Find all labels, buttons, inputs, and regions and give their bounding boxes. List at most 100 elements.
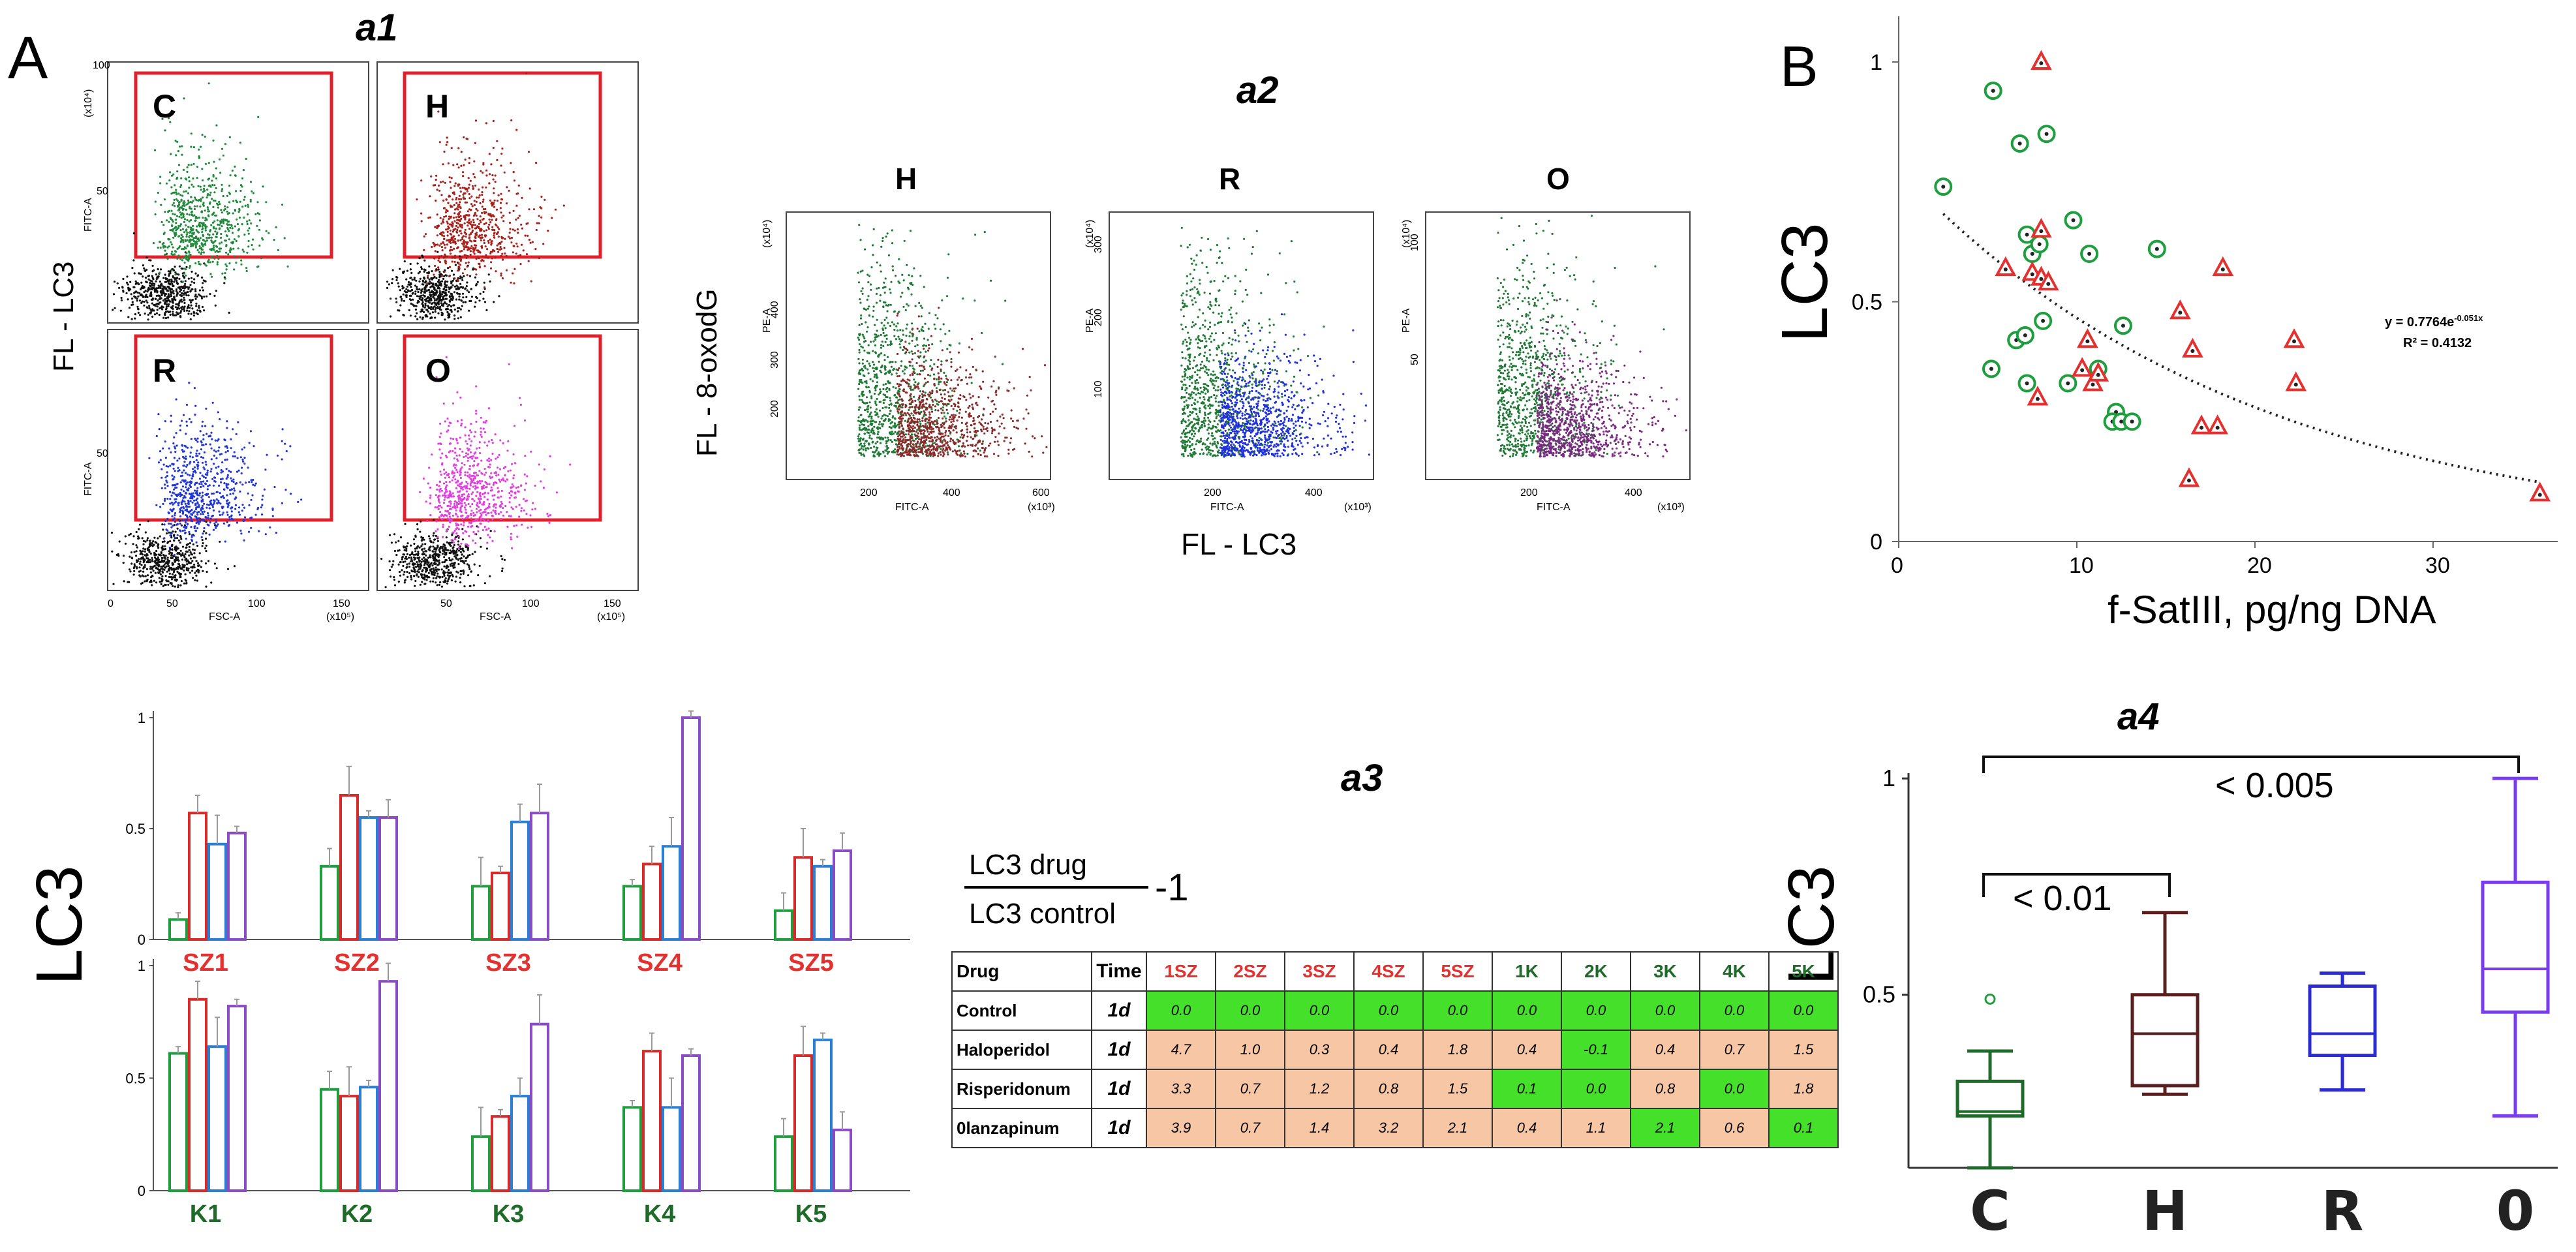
a1-x-mult-right: (x10⁵) <box>597 611 625 622</box>
a1-dot <box>500 511 502 513</box>
a1-dot <box>188 241 191 243</box>
a1-dot <box>172 221 174 223</box>
a1-dot <box>228 201 231 204</box>
a1-dot <box>207 208 209 211</box>
a1-dot <box>127 581 129 583</box>
a1-dot <box>491 540 494 542</box>
a1-dot <box>163 537 166 540</box>
a1-dot <box>204 229 207 232</box>
a1-dot <box>194 294 197 296</box>
a1-dot <box>151 309 153 312</box>
a1-dot <box>418 566 420 568</box>
a1-dot <box>226 487 229 489</box>
a1-dot <box>401 558 403 561</box>
a1-dot <box>429 549 431 552</box>
a1-dot <box>183 290 185 292</box>
a1-dot <box>193 489 196 492</box>
a1-dot <box>132 535 135 538</box>
a1-dot <box>435 303 438 307</box>
a1-dot <box>417 272 420 275</box>
a1-dot <box>204 209 206 212</box>
a1-dot <box>190 446 192 449</box>
a1-dot <box>480 435 483 438</box>
a1-dot <box>139 294 142 296</box>
a1-dot <box>436 234 439 237</box>
a1-dot <box>262 495 264 497</box>
a1-dot <box>461 256 464 259</box>
a1-dot <box>165 278 168 281</box>
a1-dot <box>141 557 144 560</box>
a1-dot <box>161 575 164 578</box>
a1-dot <box>448 575 451 577</box>
a1-dot <box>397 549 399 552</box>
a1-dot <box>201 276 204 279</box>
a1-dot <box>212 247 215 249</box>
a1-dot <box>442 523 444 526</box>
a1-dot <box>487 228 491 230</box>
a1-dot <box>455 509 457 511</box>
a1-dot <box>503 171 506 174</box>
a1-dot <box>449 223 452 226</box>
a1-dot <box>168 553 171 555</box>
a1-dot <box>429 569 431 572</box>
a1-dot <box>170 269 173 272</box>
a1-dot <box>447 239 450 241</box>
a1-dot <box>189 515 191 518</box>
a1-dot <box>423 547 426 550</box>
a1-dot <box>438 495 441 497</box>
a1-dot <box>139 314 142 316</box>
a1-dot <box>424 269 427 271</box>
a1-dot <box>461 187 464 189</box>
a1-dot <box>198 492 201 495</box>
a1-dot <box>390 575 392 578</box>
a1-dot <box>447 162 450 164</box>
a1-dot <box>442 218 444 221</box>
a1-dot <box>491 204 494 207</box>
a1-dot <box>441 575 444 579</box>
a1-dot <box>209 248 211 251</box>
a1-dot <box>500 502 504 505</box>
a1-dot <box>187 502 189 505</box>
a1-dot <box>234 455 236 458</box>
a1-dot <box>481 480 483 483</box>
a1-dot <box>150 298 153 301</box>
a1-dot <box>483 500 485 504</box>
a1-dot <box>250 498 253 501</box>
a1-dot <box>194 405 197 407</box>
a1-dot <box>168 179 171 182</box>
a1-quad-C: C <box>153 88 176 125</box>
a1-dot <box>179 224 181 227</box>
a1-dot <box>224 205 226 207</box>
a1-dot <box>164 273 166 276</box>
a1-dot <box>152 570 155 572</box>
a1-dot <box>179 310 182 313</box>
a1-dot <box>176 483 178 485</box>
a1-dot <box>229 251 232 254</box>
a1-dot <box>515 219 517 221</box>
a1-dot <box>443 275 446 277</box>
a1-dot <box>418 298 421 300</box>
a1-dot <box>189 455 192 458</box>
a1-dot <box>165 303 168 306</box>
a1-dot <box>180 288 183 291</box>
a1-dot <box>164 555 167 557</box>
a1-dot <box>175 432 177 435</box>
a1-dot <box>130 562 133 565</box>
a1-dot <box>471 553 474 555</box>
a1-dot <box>442 241 444 243</box>
a1-dot-clouds <box>110 72 572 588</box>
a1-dot <box>191 234 193 237</box>
a1-dot <box>206 206 209 209</box>
a1-dot <box>459 476 463 480</box>
a1-dot <box>245 267 248 269</box>
a1-dot <box>522 249 525 252</box>
a1-dot <box>431 311 435 314</box>
a1-dot <box>494 223 497 226</box>
a1-dot <box>470 232 472 235</box>
a1-dot <box>176 277 178 280</box>
a1-dot <box>170 279 173 281</box>
a1-dot <box>456 278 459 281</box>
a1-dot <box>149 285 152 288</box>
a1-dot <box>164 487 166 489</box>
a1-dot <box>516 536 519 538</box>
